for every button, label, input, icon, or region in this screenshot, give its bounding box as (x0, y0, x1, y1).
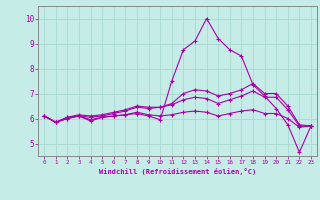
X-axis label: Windchill (Refroidissement éolien,°C): Windchill (Refroidissement éolien,°C) (99, 168, 256, 175)
